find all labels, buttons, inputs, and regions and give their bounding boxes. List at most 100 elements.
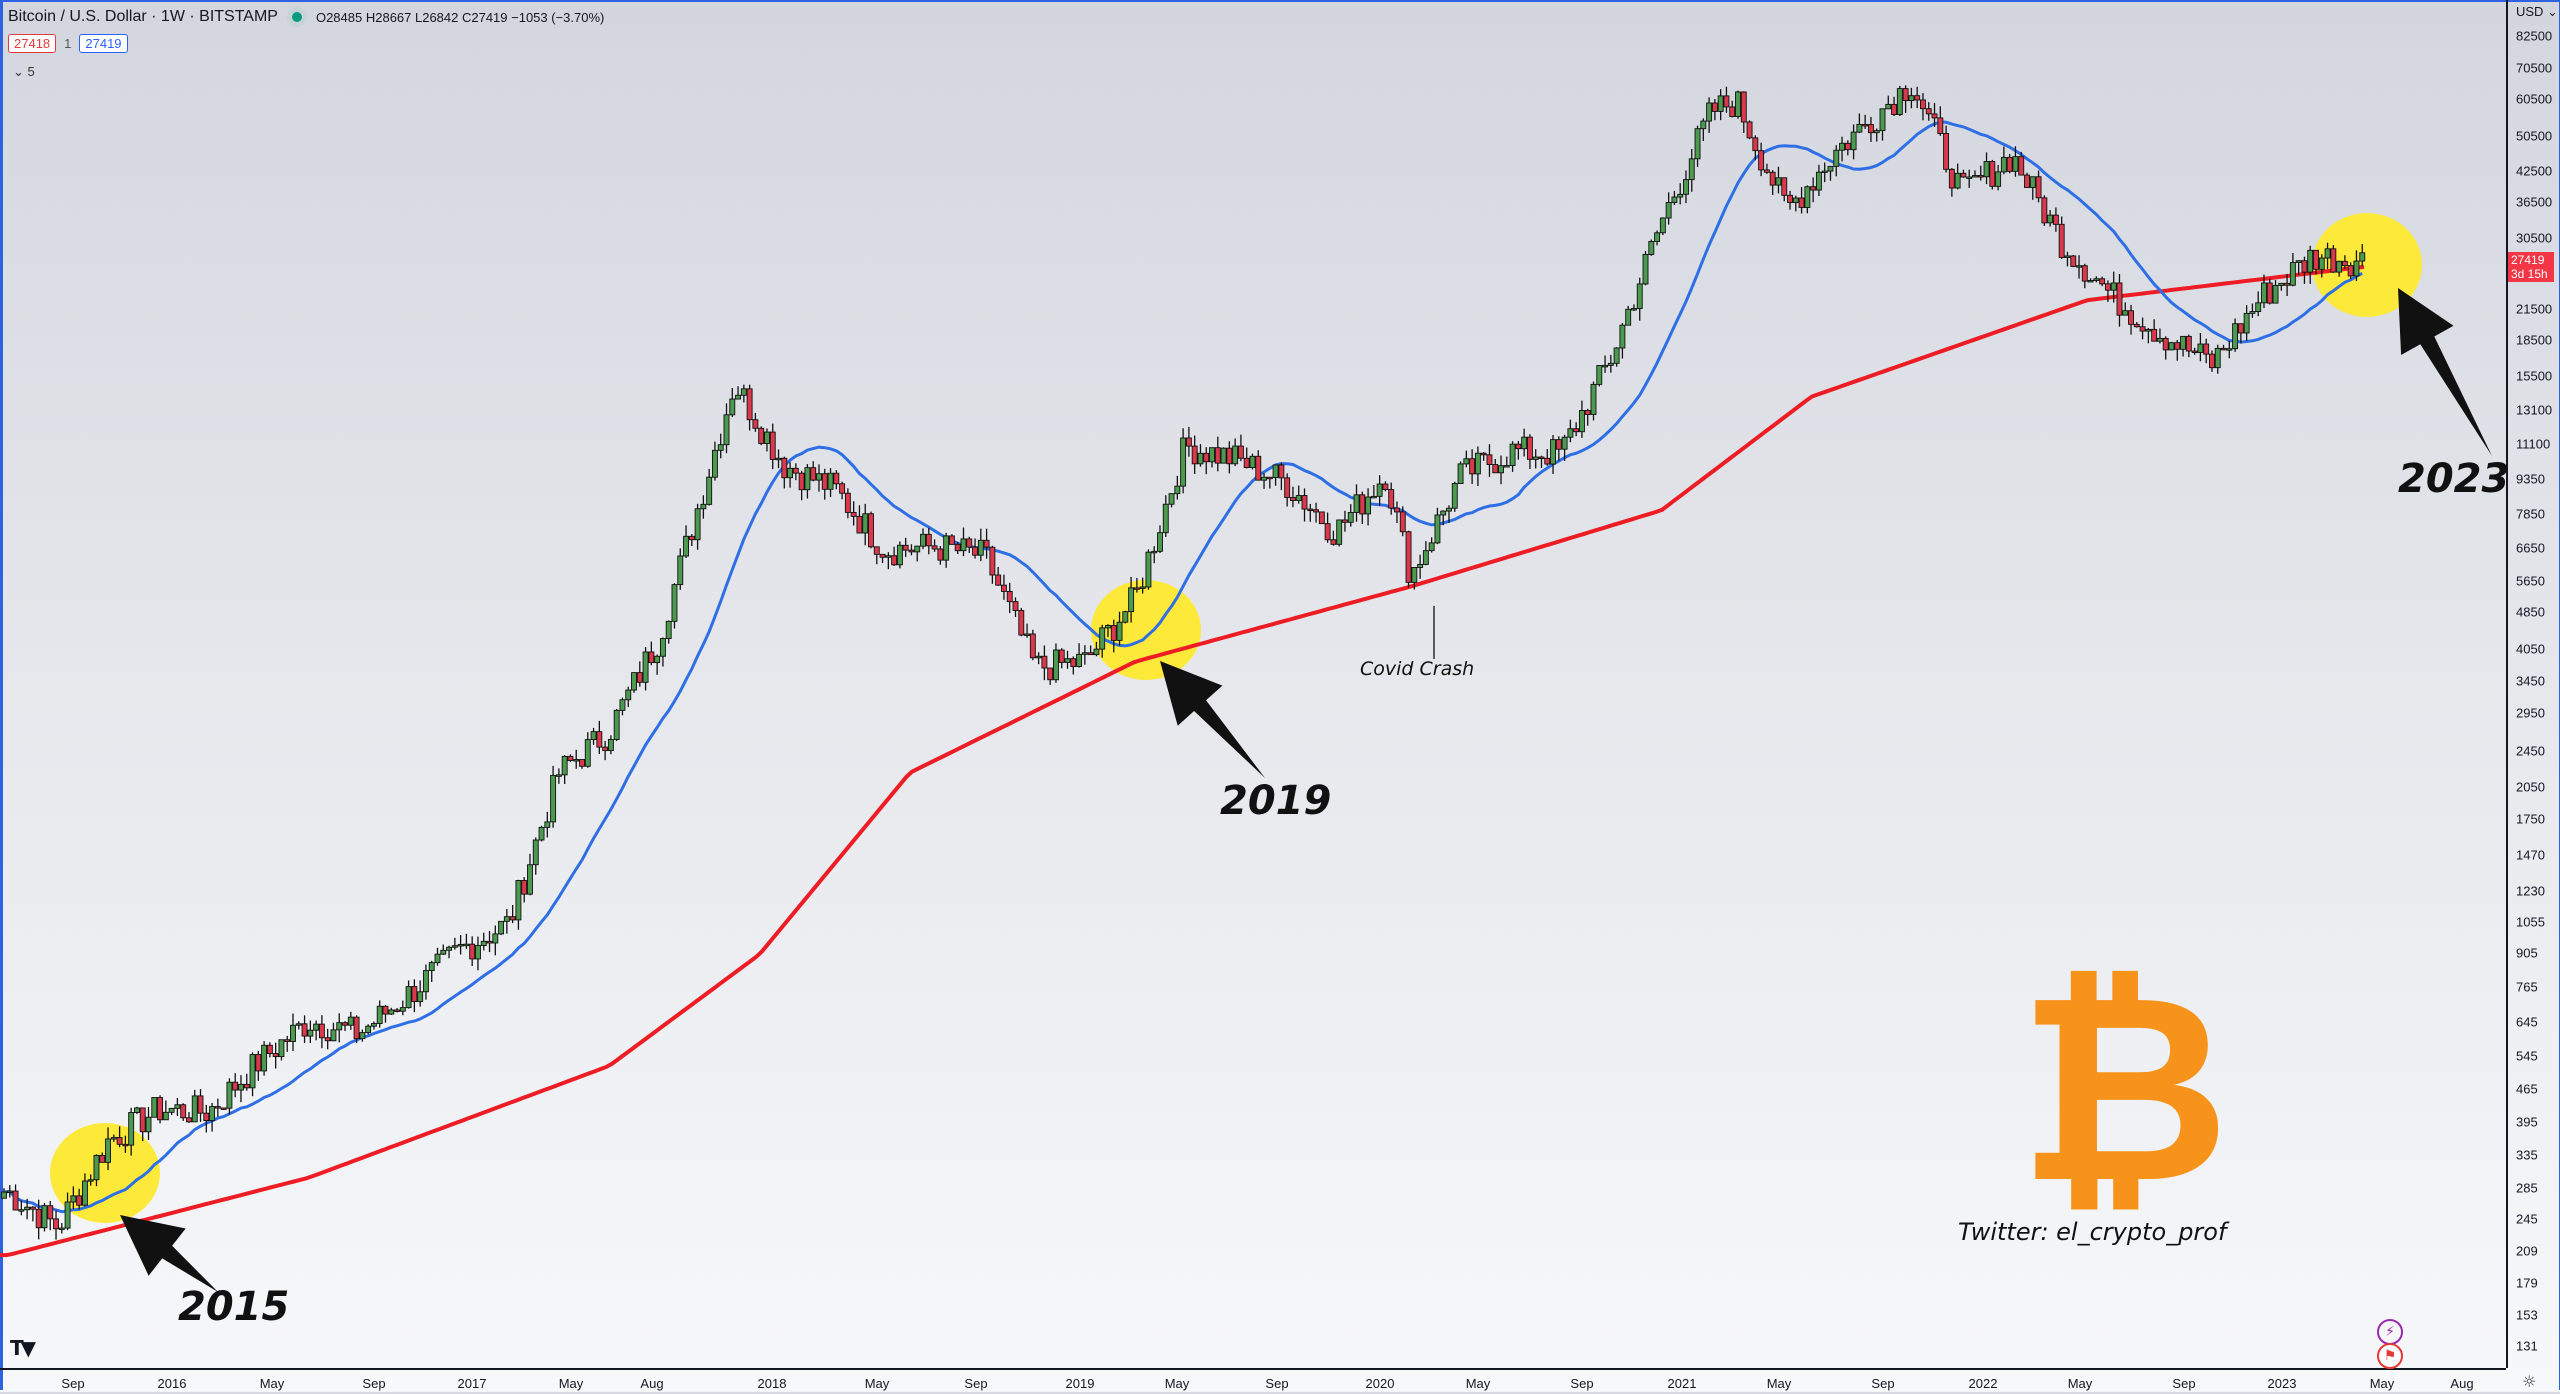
candle (2232, 323, 2239, 350)
ma-200w-line (0, 264, 2365, 1258)
candle (2139, 326, 2146, 332)
price-tick-label: 60500 (2516, 91, 2553, 107)
candle (1966, 176, 1973, 179)
candle (2197, 343, 2204, 353)
candle (1324, 523, 1331, 541)
candle (1694, 128, 1701, 160)
indicators-toggle[interactable]: ⌄ 5 (13, 64, 35, 79)
candle (1284, 477, 1291, 498)
symbol-title[interactable]: Bitcoin / U.S. Dollar · 1W · BITSTAMP (8, 8, 278, 25)
price-tick-label: 209 (2516, 1243, 2538, 1259)
candle (1717, 95, 1724, 112)
price-tick-label: 465 (2516, 1081, 2538, 1097)
candle (1174, 485, 1181, 495)
candle (76, 1195, 83, 1206)
candle (1029, 633, 1036, 659)
candle (1573, 428, 1580, 433)
candle (2209, 353, 2215, 369)
time-tick-label: Aug (640, 1376, 664, 1391)
candle (330, 1029, 337, 1042)
candle (1434, 514, 1441, 544)
time-tick-label: May (558, 1376, 584, 1391)
candle (168, 1107, 175, 1113)
candle (388, 1009, 395, 1015)
candle (1359, 494, 1366, 515)
candle (1365, 496, 1372, 515)
candle (2226, 348, 2233, 351)
price-tick-label: 335 (2516, 1147, 2538, 1163)
candle (677, 555, 684, 586)
price-axis[interactable]: USD ⌄ 82500 70500 60500 50500 42500 36500 3050… (2506, 0, 2560, 1368)
candle (879, 553, 886, 558)
candle (983, 539, 990, 548)
candle (434, 953, 441, 964)
candle (544, 821, 551, 828)
candle (191, 1095, 198, 1123)
ma-short-line (3, 120, 2363, 1214)
candle (2122, 310, 2129, 316)
arrow-2023-icon (2398, 288, 2492, 456)
candle (1185, 437, 1192, 447)
candle (509, 916, 516, 921)
candle (1110, 625, 1117, 641)
candle (272, 1053, 279, 1058)
candle (1671, 196, 1678, 203)
candle (1203, 452, 1210, 463)
candle (422, 970, 429, 993)
candle (1399, 511, 1406, 533)
candle (1584, 410, 1591, 415)
time-tick-label: May (864, 1376, 890, 1391)
candle (1220, 447, 1227, 464)
annotation-2019: 2019 (1220, 778, 1332, 824)
candle (694, 508, 701, 541)
candle (532, 839, 539, 866)
candle (2110, 282, 2117, 291)
candle (2035, 176, 2042, 199)
candle (307, 1029, 314, 1037)
candle (1261, 476, 1267, 481)
candle (943, 535, 950, 561)
settings-gear-icon[interactable]: ☼ (2522, 1372, 2537, 1391)
candle (2301, 260, 2308, 273)
candle (2052, 214, 2059, 225)
price-tick-label: 70500 (2516, 60, 2553, 76)
price-tick-label: 30500 (2516, 230, 2553, 246)
spread-value: 1 (64, 36, 72, 51)
candle (1145, 551, 1152, 588)
candle (550, 774, 557, 823)
candle (1422, 550, 1429, 565)
candle (1058, 649, 1065, 663)
tradingview-logo[interactable]: T▼ (10, 1336, 36, 1360)
candle (688, 535, 695, 541)
candle (1815, 171, 1822, 191)
candle (1636, 283, 1643, 309)
currency-selector[interactable]: USD ⌄ (2516, 4, 2558, 19)
candle (2174, 342, 2181, 350)
price-tick-label: 245 (2516, 1211, 2538, 1227)
candle (151, 1097, 158, 1118)
candle (1804, 186, 1811, 208)
event-lightning-icon[interactable]: ⚡ (2377, 1319, 2403, 1345)
candle (891, 555, 898, 566)
time-axis[interactable]: Sep 2016 May Sep 2017 May Aug 2018 May Sep 2019 May… (0, 1368, 2506, 1394)
candle (1272, 464, 1279, 478)
candle (1411, 567, 1418, 583)
candle (1937, 117, 1944, 134)
buy-price-button[interactable]: 27419 (79, 34, 128, 53)
candle (1821, 170, 1828, 174)
candle (1162, 503, 1169, 534)
candle (746, 388, 753, 421)
chart-canvas[interactable] (0, 0, 2506, 1368)
candle (1012, 601, 1019, 612)
event-us-flag-icon[interactable]: ⚑ (2377, 1343, 2403, 1369)
candle (1920, 99, 1926, 110)
candle (220, 1107, 227, 1110)
candle (1631, 308, 1637, 311)
sell-price-button[interactable]: 27418 (8, 34, 57, 53)
candle (1792, 197, 1799, 203)
candle (1249, 455, 1256, 469)
candle (1648, 241, 1655, 255)
candle (573, 759, 580, 762)
candle (128, 1112, 135, 1146)
candle (2116, 282, 2123, 316)
